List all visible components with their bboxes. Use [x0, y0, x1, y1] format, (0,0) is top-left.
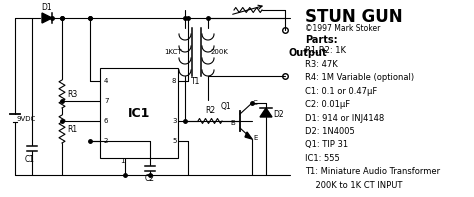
Text: Q1: Q1 — [221, 102, 231, 111]
Text: C2: C2 — [145, 174, 155, 183]
Text: R1,R2: 1K: R1,R2: 1K — [305, 46, 346, 55]
Text: 200K to 1K CT INPUT: 200K to 1K CT INPUT — [305, 181, 402, 190]
Text: 2: 2 — [104, 138, 109, 144]
Text: 3: 3 — [172, 118, 176, 124]
Text: D2: 1N4005: D2: 1N4005 — [305, 127, 355, 136]
Text: C1: 0.1 or 0.47μF: C1: 0.1 or 0.47μF — [305, 86, 377, 96]
Polygon shape — [245, 132, 252, 139]
Polygon shape — [42, 13, 52, 23]
Text: T1: Miniature Audio Transformer: T1: Miniature Audio Transformer — [305, 167, 440, 177]
Text: R4: R4 — [243, 0, 253, 2]
Text: IC1: 555: IC1: 555 — [305, 154, 340, 163]
Text: T1: T1 — [191, 77, 201, 86]
Text: 1: 1 — [120, 158, 125, 164]
Text: Q1: TIP 31: Q1: TIP 31 — [305, 140, 348, 150]
Text: E: E — [253, 135, 257, 141]
Text: 5: 5 — [172, 138, 176, 144]
Text: Parts:: Parts: — [305, 35, 337, 45]
Text: 200K: 200K — [211, 49, 229, 55]
Text: R1: R1 — [67, 125, 77, 134]
Text: C: C — [253, 100, 258, 106]
Text: R2: R2 — [205, 106, 215, 115]
Text: 4: 4 — [104, 78, 109, 84]
Text: 9VDC: 9VDC — [17, 116, 36, 122]
Text: Output: Output — [289, 48, 328, 58]
Polygon shape — [260, 108, 272, 117]
Text: 8: 8 — [172, 78, 176, 84]
Text: D1: D1 — [42, 3, 52, 12]
Bar — [100, 68, 178, 158]
Text: ©1997 Mark Stoker: ©1997 Mark Stoker — [305, 24, 380, 33]
Text: IC1: IC1 — [128, 107, 150, 120]
Text: R3: 47K: R3: 47K — [305, 59, 338, 69]
Text: D1: 914 or INJ4148: D1: 914 or INJ4148 — [305, 113, 384, 123]
Text: R4: 1M Variable (optional): R4: 1M Variable (optional) — [305, 73, 414, 82]
Text: STUN GUN: STUN GUN — [305, 8, 402, 26]
Text: 6: 6 — [104, 118, 109, 124]
Text: 1KCT: 1KCT — [164, 49, 182, 55]
Text: R3: R3 — [67, 89, 77, 98]
Text: C1: C1 — [25, 155, 35, 164]
Text: B: B — [230, 120, 235, 126]
Text: C2: 0.01μF: C2: 0.01μF — [305, 100, 350, 109]
Text: 7: 7 — [104, 98, 109, 104]
Text: D2: D2 — [273, 110, 283, 119]
